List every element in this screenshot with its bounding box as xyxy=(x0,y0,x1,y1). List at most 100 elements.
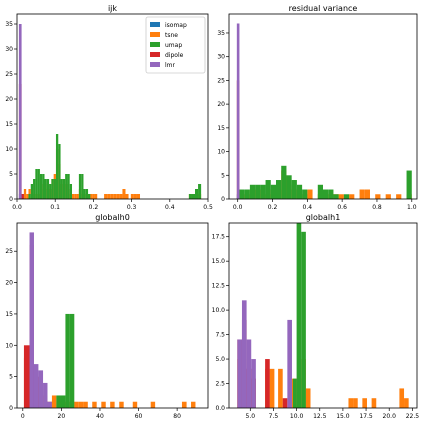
bar-umap xyxy=(276,180,282,199)
bar-umap xyxy=(265,180,271,199)
x-tick-label: 0.6 xyxy=(337,204,347,211)
bar-lmr xyxy=(251,359,256,408)
bar-umap xyxy=(58,144,61,199)
bars xyxy=(23,232,196,408)
subplot-title: globalh0 xyxy=(95,213,130,222)
bars xyxy=(18,24,202,199)
subplot-ijk: 0.0 0.1 0.2 0.3 0.4 0.5 0 5 10 15 20 25 30 35 ijk isoma… xyxy=(5,4,213,211)
x-tick-label: 0.2 xyxy=(268,204,278,211)
bar-tsne xyxy=(191,401,196,408)
subplot-globalh0: 0 20 40 60 80 0 5 10 15 20 25 globalh0 xyxy=(5,213,209,420)
bar-tsne xyxy=(385,194,391,199)
bar-umap xyxy=(53,179,56,199)
y-tick-label: 20 xyxy=(5,96,13,103)
bar-lmr xyxy=(38,370,44,408)
bar-tsne xyxy=(305,388,311,408)
bar-tsne xyxy=(136,194,141,199)
bar-umap xyxy=(44,179,47,199)
x-tick-label: 80 xyxy=(173,413,181,420)
bar-umap xyxy=(55,134,59,199)
bar-umap xyxy=(317,184,323,199)
legend-label-isomap: isomap xyxy=(165,22,187,29)
legend: isomap tsne umap dipole lmr xyxy=(145,16,206,74)
y-tick-label: 5 xyxy=(9,374,13,381)
bar-umap xyxy=(46,179,50,199)
axes-frame xyxy=(228,13,418,200)
legend-box xyxy=(145,16,206,74)
y-tick-label: 25 xyxy=(217,77,225,84)
bar-tsne xyxy=(181,401,187,408)
subplot-residual-variance: 0.0 0.2 0.4 0.6 0.8 1.0 0 5 10 15 20 25 30 35 residual… xyxy=(217,4,418,211)
bar-tsne xyxy=(113,194,117,199)
bar-tsne xyxy=(399,388,405,408)
bar-umap xyxy=(60,179,63,199)
bar-umap xyxy=(65,174,68,199)
y-tick-label: 20 xyxy=(5,280,13,287)
bar-umap xyxy=(62,179,66,199)
bar-umap xyxy=(292,378,297,408)
bar-tsne xyxy=(94,194,98,199)
bar-dipole xyxy=(21,194,24,199)
bar-tsne xyxy=(76,194,79,199)
legend-swatch-dipole xyxy=(150,52,160,57)
bar-tsne xyxy=(107,194,111,199)
bar-tsne xyxy=(119,401,124,408)
x-tick-label: 15.0 xyxy=(336,413,350,420)
bar-tsne xyxy=(92,401,97,408)
y-tick-label: 0 xyxy=(9,196,13,203)
y-tick-label: 10.0 xyxy=(212,307,226,314)
subplot-globalh1: 5.0 7.5 10.0 12.5 15.0 17.5 20.0 22.5 0.0 2.5 5.0 7… xyxy=(212,213,420,420)
bar-tsne xyxy=(371,398,377,408)
bar-umap xyxy=(78,174,82,199)
subplot-title: ijk xyxy=(108,4,117,13)
x-tick-label: 0.0 xyxy=(233,204,243,211)
bar-tsne xyxy=(74,194,77,199)
x-tick-label: 20 xyxy=(58,413,66,420)
legend-label-tsne: tsne xyxy=(165,32,178,39)
y-tick-label: 7.5 xyxy=(215,332,225,339)
y-tick-label: 5 xyxy=(9,171,13,178)
bar-dipole xyxy=(265,359,270,408)
bar-umap xyxy=(195,189,199,199)
bar-umap xyxy=(191,194,196,199)
bar-tsne xyxy=(348,398,354,408)
x-tick-label: 20.0 xyxy=(383,413,397,420)
bar-umap xyxy=(333,194,339,199)
legend-label-umap: umap xyxy=(165,42,182,49)
bar-tsne xyxy=(110,194,114,199)
x-tick-label: 0.3 xyxy=(127,204,137,211)
x-tick-label: 0 xyxy=(21,413,25,420)
bar-tsne xyxy=(359,189,365,199)
x-tick-label: 0.5 xyxy=(203,204,213,211)
y-tick-label: 25 xyxy=(5,71,13,78)
y-tick-label: 35 xyxy=(217,30,225,37)
bar-tsne xyxy=(338,194,344,199)
bar-umap xyxy=(239,189,245,199)
x-tick-label: 0.0 xyxy=(12,204,22,211)
bar-umap xyxy=(42,174,45,199)
bar-umap xyxy=(244,189,250,199)
bar-tsne xyxy=(396,194,402,199)
bar-umap xyxy=(69,184,73,199)
bar-umap xyxy=(28,194,31,199)
y-tick-label: 0.0 xyxy=(215,405,225,412)
y-tick-label: 30 xyxy=(5,46,13,53)
bar-umap xyxy=(33,179,36,199)
bar-tsne xyxy=(150,401,156,408)
bar-umap xyxy=(323,189,329,199)
bar-lmr xyxy=(18,24,22,199)
bar-tsne xyxy=(72,194,75,199)
y-tick-label: 15 xyxy=(5,121,13,128)
bar-tsne xyxy=(110,401,115,408)
bar-umap xyxy=(301,231,306,408)
bar-lmr xyxy=(236,23,240,199)
x-tick-label: 0.2 xyxy=(89,204,99,211)
bar-umap xyxy=(56,395,61,408)
y-tick-label: 10 xyxy=(217,149,225,156)
x-tick-label: 0.4 xyxy=(165,204,175,211)
bar-umap xyxy=(255,184,261,199)
axes-frame xyxy=(16,13,209,200)
legend-swatch-umap xyxy=(150,42,160,47)
bar-tsne xyxy=(83,401,88,408)
